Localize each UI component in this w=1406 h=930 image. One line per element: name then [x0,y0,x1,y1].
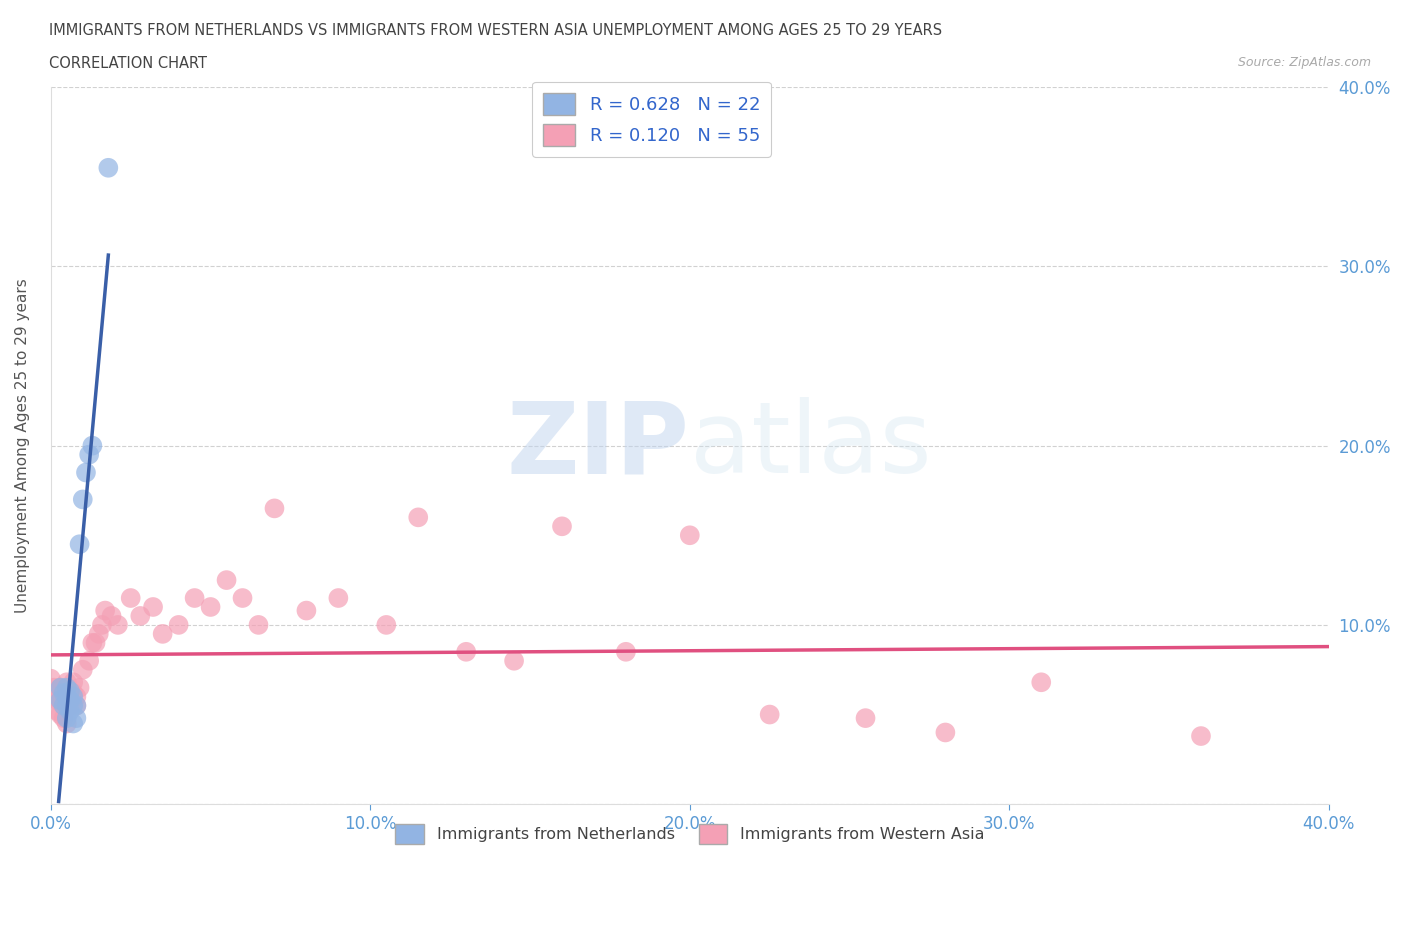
Point [82,438,104,453]
Point [263,501,285,516]
Point [614,644,637,659]
Point [49,693,72,708]
Point [231,591,253,605]
Point [65,689,87,704]
Point [56,693,79,708]
Legend: Immigrants from Netherlands, Immigrants from Western Asia: Immigrants from Netherlands, Immigrants … [388,817,991,850]
Point [56,711,79,725]
Point [142,600,165,615]
Point [129,608,152,623]
Point [65,711,87,725]
Point [152,627,174,642]
Point [75,465,97,480]
Point [59,703,82,718]
Y-axis label: Unemployment Among Ages 25 to 29 years: Unemployment Among Ages 25 to 29 years [15,278,30,613]
Point [39,671,62,686]
Point [49,693,72,708]
Point [62,698,84,713]
Point [56,680,79,695]
Point [100,608,122,623]
Point [934,725,956,740]
Point [200,600,222,615]
Point [84,635,107,650]
Point [65,698,87,713]
Point [59,685,82,700]
Point [247,618,270,632]
Point [1189,728,1212,743]
Point [69,680,91,695]
Point [62,689,84,704]
Text: CORRELATION CHART: CORRELATION CHART [49,56,207,71]
Point [328,591,350,605]
Point [215,573,238,588]
Point [183,591,205,605]
Point [551,519,574,534]
Point [406,510,429,525]
Point [62,675,84,690]
Point [855,711,877,725]
Point [69,537,91,551]
Point [59,698,82,713]
Point [46,703,69,718]
Point [503,653,526,668]
Text: ZIP: ZIP [508,397,690,494]
Point [107,618,129,632]
Point [82,635,104,650]
Point [72,662,94,677]
Point [46,693,69,708]
Point [375,618,398,632]
Point [1031,675,1053,690]
Point [77,653,100,668]
Point [52,685,75,700]
Point [56,698,79,713]
Point [52,698,75,713]
Point [49,707,72,722]
Point [62,716,84,731]
Point [77,447,100,462]
Point [52,698,75,713]
Point [456,644,478,659]
Point [679,528,702,543]
Point [42,689,65,704]
Point [59,693,82,708]
Text: IMMIGRANTS FROM NETHERLANDS VS IMMIGRANTS FROM WESTERN ASIA UNEMPLOYMENT AMONG A: IMMIGRANTS FROM NETHERLANDS VS IMMIGRANT… [49,23,942,38]
Point [120,591,142,605]
Point [49,680,72,695]
Point [52,689,75,704]
Point [167,618,190,632]
Point [97,160,120,175]
Point [42,680,65,695]
Text: atlas: atlas [690,397,931,494]
Point [94,604,117,618]
Point [72,492,94,507]
Point [758,707,780,722]
Point [59,684,82,698]
Point [56,716,79,731]
Point [56,675,79,690]
Point [65,698,87,713]
Point [91,618,114,632]
Point [295,604,318,618]
Point [49,680,72,695]
Point [52,711,75,725]
Point [87,627,110,642]
Point [62,685,84,700]
Text: Source: ZipAtlas.com: Source: ZipAtlas.com [1237,56,1371,69]
Point [56,689,79,704]
